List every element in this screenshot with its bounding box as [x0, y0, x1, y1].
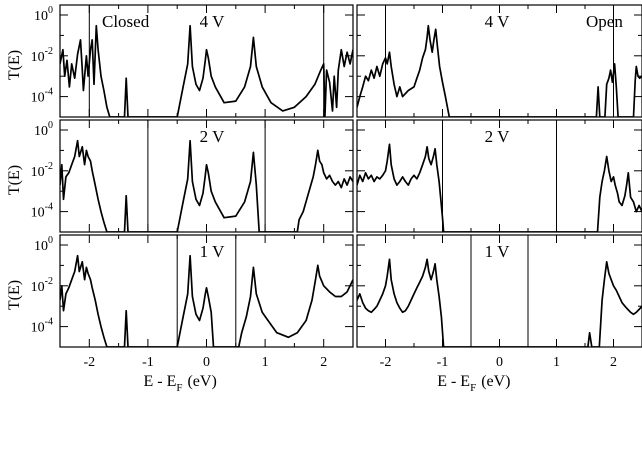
y-tick-label-exponent: -2 [45, 276, 53, 287]
x-axis-title-unit: (eV) [481, 373, 510, 390]
bias-label: 4 V [485, 12, 510, 31]
x-tick-label: 1 [262, 355, 269, 370]
x-axis-title: E - EF (eV) [437, 373, 510, 394]
transmission-curve [60, 254, 353, 347]
y-tick-label: 10-2 [31, 276, 53, 295]
y-tick-label: 10-4 [31, 202, 53, 221]
transmission-curve [60, 24, 353, 117]
bias-label: 4 V [200, 12, 225, 31]
x-tick-label: 1 [553, 355, 560, 370]
x-axis-title-unit: (eV) [187, 373, 216, 390]
y-tick-label-exponent: -4 [45, 87, 53, 98]
transmission-curve [357, 258, 642, 347]
x-tick-label: -1 [437, 355, 449, 370]
x-tick-label: -2 [83, 355, 95, 370]
y-tick-label: 10-2 [31, 161, 53, 180]
transmission-curve [60, 139, 353, 232]
x-axis-title: E - EF (eV) [143, 373, 216, 394]
y-tick-label: 10-2 [31, 46, 53, 65]
y-tick-label-exponent: 0 [48, 235, 53, 246]
x-tick-label: -1 [142, 355, 154, 370]
panel-grid: 4 V Closed 4 V Open 2 V 2 V 1 V 1 V [59, 4, 642, 348]
panel-1: 4 V Open [356, 4, 642, 118]
x-axis-title-subscript: F [176, 382, 182, 394]
y-axis-title: T(E) [6, 165, 23, 195]
bias-label: 2 V [485, 127, 510, 146]
y-tick-label-exponent: 0 [48, 120, 53, 131]
panel-2: 2 V [59, 119, 354, 233]
y-tick-label-exponent: -4 [45, 202, 53, 213]
panel-5: 1 V [356, 234, 642, 348]
bias-label: 2 V [200, 127, 225, 146]
y-tick-label: 100 [34, 235, 53, 254]
y-axis-title: T(E) [6, 280, 23, 310]
state-label: Open [586, 12, 623, 31]
panel-0: 4 V Closed [59, 4, 354, 118]
bias-label: 1 V [485, 242, 510, 261]
x-axis-tick-labels: -2 -1 0 1 2 -2 -1 0 1 2 [83, 355, 617, 370]
y-tick-label-exponent: -4 [45, 317, 53, 328]
transmission-curve [357, 24, 642, 117]
panel-3: 2 V [356, 119, 642, 233]
y-axis-tick-labels: 100 10-2 10-4 100 10-2 10-4 100 10-2 10-4 [31, 5, 53, 336]
x-tick-label: 2 [610, 355, 617, 370]
x-tick-label: 2 [320, 355, 327, 370]
panel-4: 1 V [59, 234, 354, 348]
y-tick-label: 10-4 [31, 87, 53, 106]
y-axis-title: T(E) [6, 50, 23, 80]
transmission-curve [357, 143, 642, 232]
y-tick-label-exponent: 0 [48, 5, 53, 16]
x-tick-label: 0 [496, 355, 503, 370]
axis-titles: T(E)T(E)T(E)E - EF (eV) E - EF (eV) [6, 50, 511, 394]
y-tick-label: 100 [34, 120, 53, 139]
y-tick-label-exponent: -2 [45, 46, 53, 57]
x-tick-label: 0 [203, 355, 210, 370]
y-tick-label: 10-4 [31, 317, 53, 336]
x-tick-label: -2 [380, 355, 392, 370]
bias-label: 1 V [200, 242, 225, 261]
y-tick-label: 100 [34, 5, 53, 24]
y-tick-label-exponent: -2 [45, 161, 53, 172]
x-axis-title-subscript: F [470, 382, 476, 394]
state-label: Closed [102, 12, 150, 31]
